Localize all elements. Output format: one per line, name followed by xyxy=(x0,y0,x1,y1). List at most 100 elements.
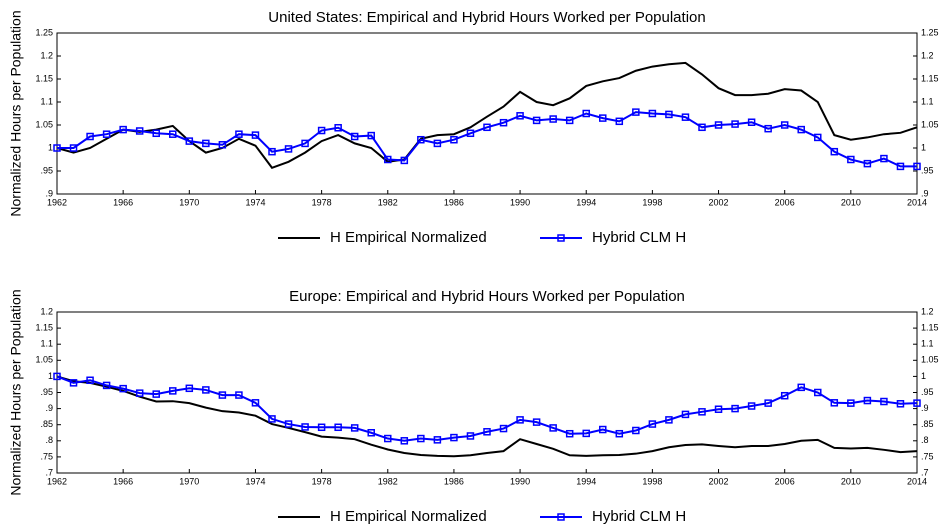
series-marker xyxy=(268,147,276,156)
series-marker xyxy=(135,127,144,135)
y2-tick-label: 1.15 xyxy=(921,322,939,332)
series-marker xyxy=(880,397,888,406)
x-tick-label: 1974 xyxy=(245,197,265,207)
series-marker xyxy=(251,399,260,407)
y-tick-label: 1.15 xyxy=(35,322,53,332)
series-marker xyxy=(334,124,342,132)
series-marker xyxy=(814,133,822,142)
series-marker xyxy=(648,420,657,428)
legend-label: Hybrid CLM H xyxy=(592,508,686,525)
y2-tick-label: 1 xyxy=(921,142,926,152)
series-marker xyxy=(516,112,524,120)
y-tick-label: 1.05 xyxy=(35,355,53,365)
series-marker xyxy=(433,139,442,148)
x-tick-label: 2010 xyxy=(841,197,861,207)
series-marker xyxy=(317,423,326,432)
series-marker xyxy=(896,400,905,408)
y2-tick-label: .85 xyxy=(921,419,934,429)
series-marker xyxy=(565,429,574,438)
series-marker xyxy=(516,416,524,424)
series-marker xyxy=(400,156,409,165)
y2-tick-label: 1.05 xyxy=(921,355,939,365)
series-marker xyxy=(301,139,309,148)
series-marker xyxy=(251,131,260,139)
series-marker xyxy=(532,418,541,426)
series-marker xyxy=(549,424,557,432)
series-marker xyxy=(499,424,508,433)
y-tick-label: 1.2 xyxy=(40,50,53,60)
series-marker xyxy=(764,124,772,133)
series-marker xyxy=(913,399,921,407)
y-tick-label: 1.25 xyxy=(35,27,53,37)
y-tick-label: .85 xyxy=(40,419,53,429)
series-marker xyxy=(863,159,872,168)
chart-title: Europe: Empirical and Hybrid Hours Worke… xyxy=(289,288,685,305)
y-tick-label: .8 xyxy=(45,435,53,445)
x-tick-label: 1982 xyxy=(378,476,398,486)
series-marker xyxy=(698,123,706,132)
series-marker xyxy=(830,147,839,156)
series-marker xyxy=(202,139,210,148)
y-tick-label: 1.15 xyxy=(35,73,53,83)
x-tick-label: 2014 xyxy=(907,476,927,486)
y2-tick-label: 1.1 xyxy=(921,339,934,349)
series-marker xyxy=(714,121,723,129)
x-tick-label: 1990 xyxy=(510,197,530,207)
series-marker xyxy=(665,416,673,424)
series-marker xyxy=(714,405,723,413)
series-marker xyxy=(384,434,392,443)
series-marker xyxy=(847,399,855,407)
y-axis-label: Normalized Hours per Population xyxy=(8,10,24,216)
series-marker xyxy=(268,415,276,423)
series-marker xyxy=(814,388,822,397)
series-marker xyxy=(86,132,94,141)
legend-label: H Empirical Normalized xyxy=(330,229,487,246)
x-tick-label: 1986 xyxy=(444,197,464,207)
series-marker xyxy=(169,130,177,138)
series-marker xyxy=(549,115,557,123)
series-marker xyxy=(747,402,756,410)
series-marker xyxy=(863,396,872,405)
y2-tick-label: .95 xyxy=(921,387,934,397)
series-marker xyxy=(284,420,293,428)
series-marker xyxy=(350,424,359,432)
y2-tick-label: .9 xyxy=(921,403,929,413)
y2-tick-label: 1.2 xyxy=(921,50,934,60)
series-marker xyxy=(102,381,111,390)
series-marker xyxy=(466,432,475,440)
series-marker xyxy=(367,429,375,437)
series-marker xyxy=(880,154,888,163)
series-marker xyxy=(632,108,640,116)
x-tick-label: 1994 xyxy=(576,476,596,486)
y2-tick-label: 1.2 xyxy=(921,306,934,316)
series-marker xyxy=(599,425,607,434)
y2-tick-label: 1.05 xyxy=(921,119,939,129)
series-marker xyxy=(218,391,227,399)
y2-tick-label: .9 xyxy=(921,188,929,198)
series-marker xyxy=(367,131,375,140)
series-marker xyxy=(384,155,392,164)
x-tick-label: 1978 xyxy=(312,197,332,207)
series-marker xyxy=(301,423,309,431)
series-marker xyxy=(615,429,624,438)
x-tick-label: 1970 xyxy=(179,197,199,207)
series-line xyxy=(56,375,918,458)
series-marker xyxy=(582,109,590,118)
y-tick-label: .75 xyxy=(40,451,53,461)
series-marker xyxy=(764,399,772,407)
series-marker xyxy=(185,137,194,145)
series-marker xyxy=(582,429,590,438)
series-line xyxy=(57,111,917,168)
series-marker xyxy=(780,121,789,129)
x-tick-label: 1982 xyxy=(378,197,398,207)
series-marker xyxy=(797,125,805,134)
y-tick-label: .9 xyxy=(45,403,53,413)
y2-tick-label: .8 xyxy=(921,435,929,445)
x-tick-label: 1998 xyxy=(642,476,662,486)
series-marker xyxy=(284,145,293,153)
y2-tick-label: .95 xyxy=(921,165,934,175)
y-axis-label: Normalized Hours per Population xyxy=(8,289,24,495)
series-marker xyxy=(119,384,127,393)
legend-marker xyxy=(557,513,565,521)
